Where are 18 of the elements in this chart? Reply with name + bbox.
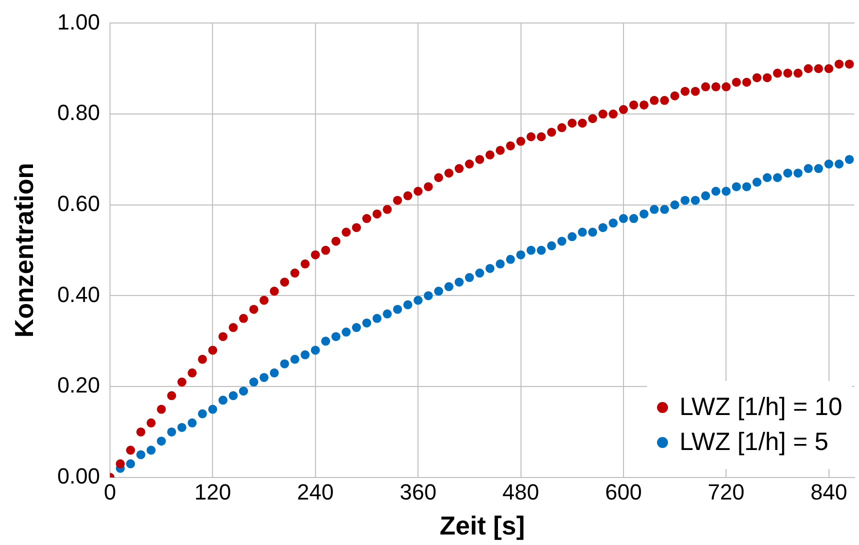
y-axis-title: Konzentration xyxy=(8,162,39,338)
legend-label: LWZ [1/h] = 5 xyxy=(680,428,828,458)
y-tick-label: 0.00 xyxy=(57,463,100,488)
y-tick-label: 0.40 xyxy=(57,282,100,307)
y-tick-label: 0.80 xyxy=(57,100,100,126)
x-tick-label: 120 xyxy=(194,480,232,505)
legend-label: LWZ [1/h] = 10 xyxy=(680,393,842,422)
x-tick-label: 720 xyxy=(708,480,744,505)
y-tick-label: 0.60 xyxy=(57,190,100,216)
x-axis-title: Zeit [s] xyxy=(440,510,525,541)
x-tick-label: 600 xyxy=(605,480,642,505)
x-tick-label: 0 xyxy=(104,480,116,505)
x-tick-label: 360 xyxy=(400,480,436,505)
y-tick-label: 1.00 xyxy=(57,9,100,34)
x-tick-label: 240 xyxy=(297,480,334,505)
x-tick-label: 480 xyxy=(502,480,540,505)
x-tick-label: 840 xyxy=(810,480,848,505)
y-tick-label: 0.20 xyxy=(57,372,100,398)
